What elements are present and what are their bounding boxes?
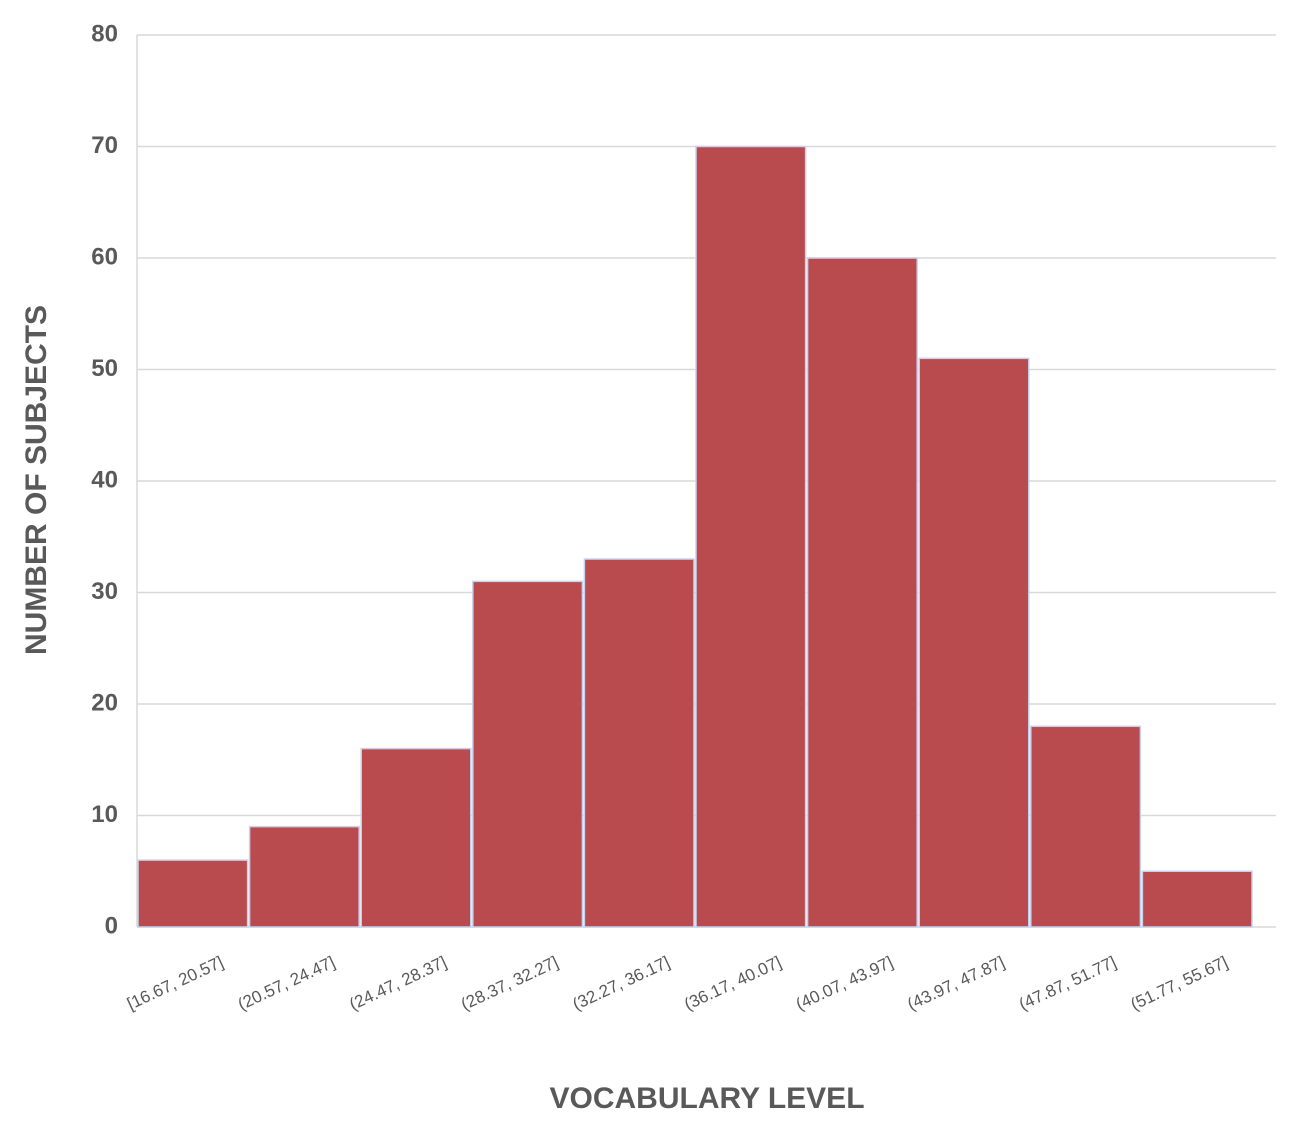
x-tick-label: (51.77, 55.67] bbox=[1128, 952, 1231, 1014]
x-axis-title: VOCABULARY LEVEL bbox=[549, 1082, 864, 1115]
x-tick-label: (47.87, 51.77] bbox=[1016, 952, 1119, 1014]
bar bbox=[472, 580, 584, 928]
y-tick-label: 30 bbox=[91, 578, 118, 605]
x-tick-label: (24.47, 28.37] bbox=[346, 952, 449, 1014]
y-tick-label: 10 bbox=[91, 801, 118, 828]
bar bbox=[695, 145, 807, 928]
bar bbox=[137, 859, 249, 928]
x-tick-label: (32.27, 36.17] bbox=[570, 952, 673, 1014]
x-tick-label: (40.07, 43.97] bbox=[793, 952, 896, 1014]
x-tick-label: (20.57, 24.47] bbox=[235, 952, 338, 1014]
bar bbox=[583, 558, 695, 928]
y-axis-title: NUMBER OF SUBJECTS bbox=[20, 305, 53, 655]
bar bbox=[806, 257, 918, 928]
y-tick-label: 60 bbox=[91, 243, 118, 270]
x-tick-label: [16.67, 20.57] bbox=[124, 952, 226, 1013]
y-tick-label: 50 bbox=[91, 355, 118, 382]
x-tick-label: (28.37, 32.27] bbox=[458, 952, 561, 1014]
bar bbox=[1141, 870, 1253, 928]
bar bbox=[1030, 725, 1142, 928]
x-tick-label: (43.97, 47.87] bbox=[904, 952, 1007, 1014]
y-tick-label: 20 bbox=[91, 689, 118, 716]
y-tick-label: 40 bbox=[91, 466, 118, 493]
y-tick-label: 0 bbox=[105, 912, 118, 939]
bar bbox=[360, 747, 472, 928]
bar bbox=[918, 357, 1030, 928]
x-tick-label: (36.17, 40.07] bbox=[681, 952, 784, 1014]
y-tick-label: 80 bbox=[91, 20, 118, 47]
bar bbox=[248, 825, 360, 928]
y-tick-label: 70 bbox=[91, 132, 118, 159]
